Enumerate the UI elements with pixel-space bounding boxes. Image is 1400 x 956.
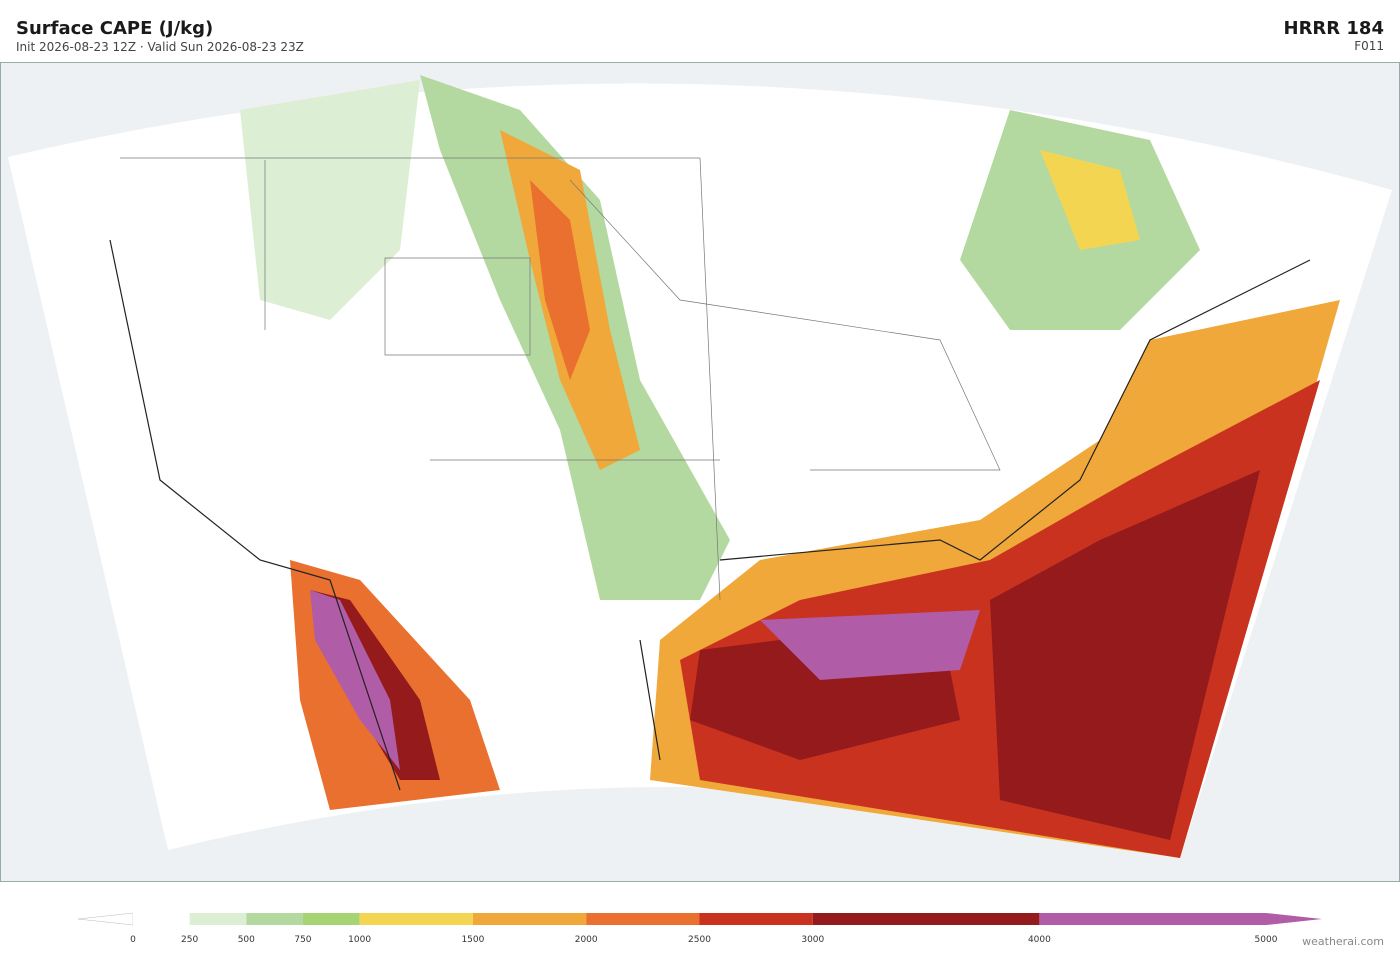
cape-area [760, 610, 980, 680]
title: Surface CAPE (J/kg) [16, 18, 213, 39]
colorbar-segment [302, 913, 360, 925]
cape-area [310, 590, 400, 770]
colorbar-segment [246, 913, 303, 925]
colorbar-segment [812, 913, 1040, 925]
cape-area [240, 80, 420, 320]
colorbar-tick-label: 1000 [348, 935, 371, 945]
colorbar-tick-label: 500 [238, 935, 255, 945]
colorbar-segment [133, 913, 190, 925]
cape-area [990, 470, 1260, 840]
credit: weatherai.com [1302, 935, 1384, 948]
colorbar: 0 250 500 750 1000 1500 2000 2500 3000 4000 5000 [77, 912, 1322, 945]
colorbar-tick-label: 2000 [575, 935, 598, 945]
coastline [109, 239, 1311, 791]
forecast-hour: F011 [1354, 39, 1384, 53]
colorbar-extend-low [77, 912, 134, 926]
colorbar-segment [1039, 913, 1266, 925]
cape-area [1040, 150, 1140, 250]
state-borders [120, 157, 1001, 601]
colorbar-tick-label: 5000 [1255, 935, 1278, 945]
colorbar-tick-label: 2500 [688, 935, 711, 945]
colorbar-tick-label: 3000 [801, 935, 824, 945]
subtitle: Init 2026-08-23 12Z · Valid Sun 2026-08-… [16, 40, 304, 54]
model: HRRR 184 [1284, 18, 1385, 39]
colorbar-tick-label: 0 [130, 935, 136, 945]
colorbar-segment [586, 913, 700, 925]
colorbar-tick-label: 4000 [1028, 935, 1051, 945]
colorbar-segment [699, 913, 813, 925]
colorbar-tick-label: 1500 [461, 935, 484, 945]
colorbar-tick-label: 250 [181, 935, 198, 945]
cape-area [530, 180, 590, 380]
map [0, 62, 1400, 882]
colorbar-segment [189, 913, 247, 925]
colorbar-extend-high [1266, 913, 1322, 925]
colorbar-segment [472, 913, 587, 925]
colorbar-tick-label: 750 [294, 935, 311, 945]
colorbar-segment [359, 913, 473, 925]
